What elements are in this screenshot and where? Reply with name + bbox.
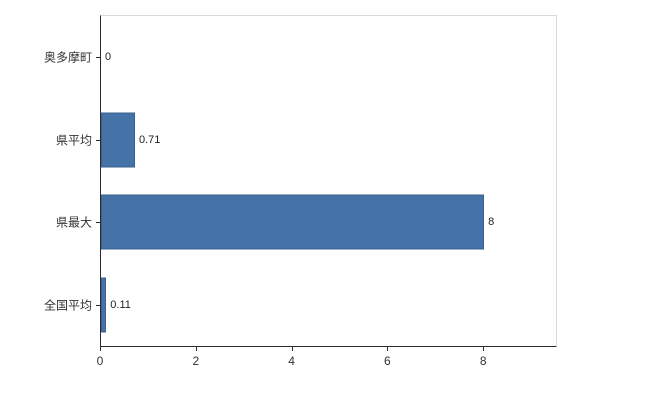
x-tick-label: 0 [96,354,104,368]
x-tick-label: 6 [384,354,391,368]
bar-row: 奥多摩町 0 [44,16,556,99]
x-tick-mark [387,346,389,351]
value-label: 0.11 [110,298,131,311]
y-tick-mark [96,304,101,306]
value-label: 0.71 [139,133,161,146]
x-tick-label: 8 [479,354,487,368]
bar-row: 県最大 8 [56,181,556,264]
bar [101,112,135,168]
category-label: 奥多摩町 [43,50,92,65]
x-tick-mark [483,346,485,351]
plot-area: 奥多摩町 0 県平均 0.71 県最大 8 全国平均 0.11 [44,15,557,347]
value-label: 0 [105,51,112,64]
x-tick-mark [195,346,197,351]
x-tick-mark [100,346,101,351]
category-label: 県平均 [55,133,92,148]
value-label: 8 [488,216,495,229]
x-tick-label: 2 [192,354,200,368]
category-label: 県最大 [55,215,92,230]
x-tick-mark [291,346,293,351]
x-axis: 0 2 4 6 8 [96,346,555,376]
category-label: 全国平均 [43,298,92,313]
bar [101,277,107,333]
y-tick-mark [96,139,101,141]
bar [101,194,485,250]
bar-row: 県平均 0.71 [56,99,556,182]
y-tick-mark [96,222,101,224]
bar-row: 全国平均 0.11 [44,264,556,347]
y-tick-mark [96,57,101,59]
x-tick-label: 4 [288,354,295,368]
bar-rows: 奥多摩町 0 県平均 0.71 県最大 8 全国平均 0.11 [44,16,556,347]
